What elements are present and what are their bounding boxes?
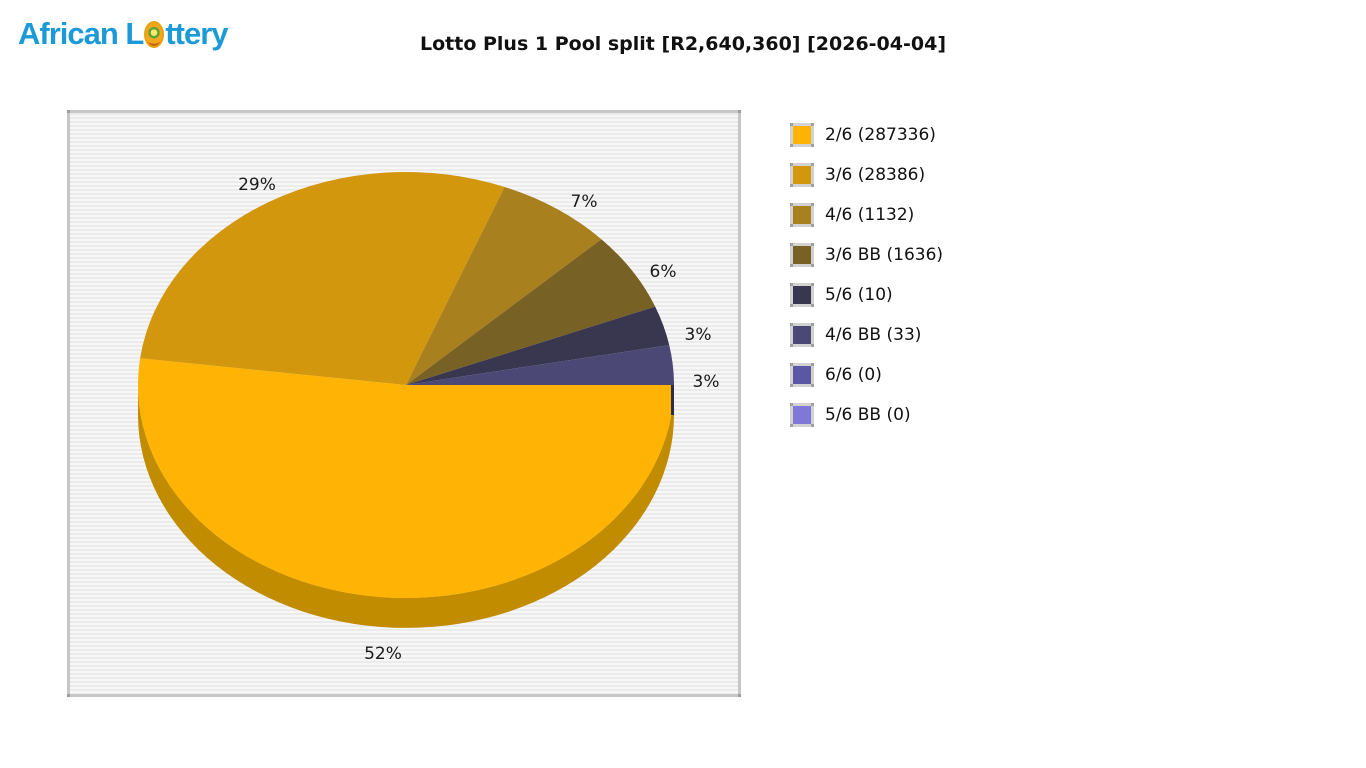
legend-label: 5/6 BB (0) bbox=[825, 405, 911, 425]
legend-swatch bbox=[790, 283, 814, 307]
app-logo[interactable]: African L ttery bbox=[18, 12, 229, 56]
slice-percent-label: 6% bbox=[650, 262, 677, 282]
lottery-ball-icon bbox=[144, 20, 165, 48]
chart-title: Lotto Plus 1 Pool split [R2,640,360] [20… bbox=[420, 33, 946, 55]
pie-edge bbox=[671, 385, 674, 415]
legend-item[interactable]: 5/6 BB (0) bbox=[790, 403, 943, 427]
pie-slice-4-6-bb[interactable] bbox=[406, 345, 674, 385]
pie-slice-4-6[interactable] bbox=[406, 186, 602, 385]
legend-swatch-color bbox=[793, 326, 811, 344]
legend-label: 4/6 BB (33) bbox=[825, 325, 922, 345]
slice-percent-label: 7% bbox=[571, 192, 598, 212]
legend-label: 3/6 (28386) bbox=[825, 165, 926, 185]
legend-swatch-color bbox=[793, 126, 811, 144]
logo-text-left: African L bbox=[18, 16, 144, 51]
legend: 2/6 (287336) 3/6 (28386) 4/6 (1132) 3/6 BB … bbox=[790, 123, 943, 443]
legend-swatch-color bbox=[793, 206, 811, 224]
legend-label: 2/6 (287336) bbox=[825, 125, 936, 145]
slice-percent-label: 3% bbox=[693, 372, 720, 392]
slice-percent-label: 29% bbox=[238, 175, 276, 195]
legend-swatch-color bbox=[793, 406, 811, 424]
legend-swatch bbox=[790, 363, 814, 387]
legend-item[interactable]: 5/6 (10) bbox=[790, 283, 943, 307]
legend-label: 4/6 (1132) bbox=[825, 205, 915, 225]
legend-swatch bbox=[790, 123, 814, 147]
legend-swatch-color bbox=[793, 366, 811, 384]
legend-swatch bbox=[790, 243, 814, 267]
logo-text-right: ttery bbox=[165, 16, 228, 51]
chart-frame: 52% 29% 7% 6% 3% 3% bbox=[67, 110, 741, 697]
legend-item[interactable]: 2/6 (287336) bbox=[790, 123, 943, 147]
legend-item[interactable]: 3/6 (28386) bbox=[790, 163, 943, 187]
legend-swatch-color bbox=[793, 166, 811, 184]
pie-chart[interactable]: 52% 29% 7% 6% 3% 3% bbox=[70, 113, 738, 694]
chart-plot-area: 52% 29% 7% 6% 3% 3% bbox=[70, 113, 738, 694]
pie-slice-2-6[interactable] bbox=[138, 358, 675, 598]
legend-swatch bbox=[790, 163, 814, 187]
legend-swatch-color bbox=[793, 246, 811, 264]
legend-item[interactable]: 6/6 (0) bbox=[790, 363, 943, 387]
legend-label: 3/6 BB (1636) bbox=[825, 245, 944, 265]
slice-percent-label: 52% bbox=[364, 644, 402, 664]
pie-slice-5-6[interactable] bbox=[406, 306, 670, 385]
legend-swatch bbox=[790, 203, 814, 227]
legend-item[interactable]: 3/6 BB (1636) bbox=[790, 243, 943, 267]
legend-label: 5/6 (10) bbox=[825, 285, 893, 305]
pie-slice-3-6[interactable] bbox=[140, 171, 505, 385]
legend-label: 6/6 (0) bbox=[825, 365, 882, 385]
legend-swatch bbox=[790, 323, 814, 347]
pie-slice-3-6-bb[interactable] bbox=[406, 239, 656, 385]
legend-swatch bbox=[790, 403, 814, 427]
legend-swatch-color bbox=[793, 286, 811, 304]
legend-item[interactable]: 4/6 (1132) bbox=[790, 203, 943, 227]
slice-percent-label: 3% bbox=[685, 325, 712, 345]
legend-item[interactable]: 4/6 BB (33) bbox=[790, 323, 943, 347]
